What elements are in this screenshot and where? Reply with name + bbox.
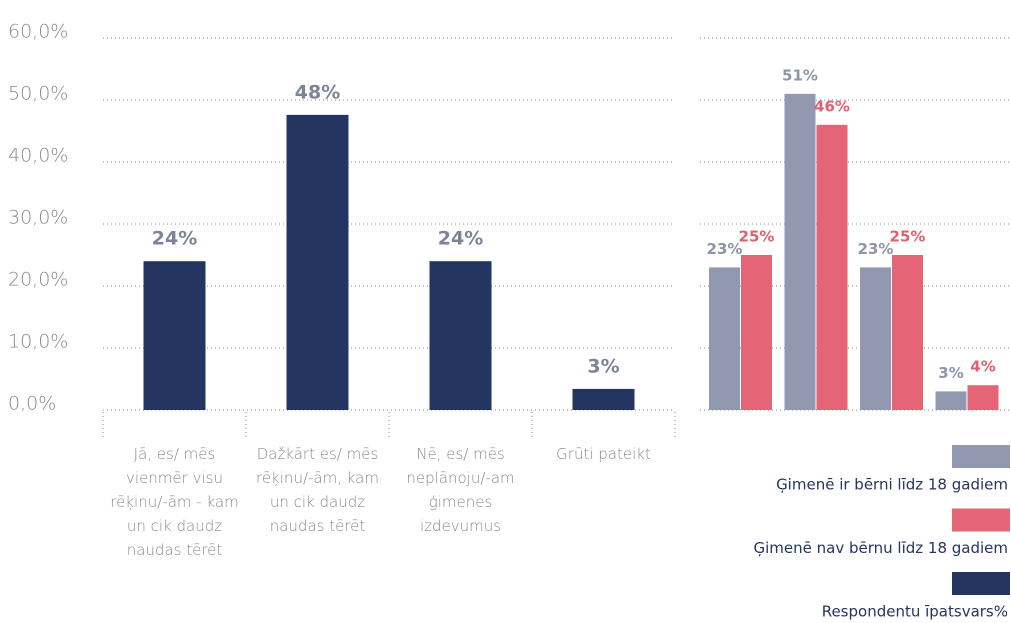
bar <box>709 267 740 410</box>
legend-swatch <box>952 508 1010 532</box>
legend-label: Ģimenē nav bērnu līdz 18 gadiem <box>753 539 1008 557</box>
bar <box>816 124 848 411</box>
data-label: 25% <box>890 228 926 246</box>
data-label: 23% <box>858 240 894 258</box>
data-label: 25% <box>739 228 775 246</box>
x-tick-label: Nē, es/ mēs neplānoju/-am ģimenes izdevu… <box>406 445 515 535</box>
data-label: 51% <box>782 66 818 84</box>
y-tick-label: 60,0% <box>8 21 68 43</box>
x-tick-label: Grūti pateikt <box>556 445 651 463</box>
y-tick-label: 20,0% <box>8 269 68 291</box>
data-label: 46% <box>814 97 850 115</box>
legend-label: Ģimenē ir bērni līdz 18 gadiem <box>776 476 1008 494</box>
y-tick-label: 30,0% <box>8 207 68 229</box>
y-tick-label: 40,0% <box>8 145 68 167</box>
data-label: 24% <box>438 228 483 250</box>
bar <box>741 255 772 410</box>
data-label: 4% <box>970 358 995 376</box>
bar <box>860 267 891 410</box>
bar <box>143 261 206 410</box>
x-tick-label: Jā, es/ mēs vienmēr visu rēķinu/-ām - ka… <box>110 445 239 559</box>
legend-label: Respondentu īpatsvars% <box>822 603 1008 621</box>
x-tick-label: Dažkārt es/ mēs rēķinu/-ām, kam un cik d… <box>256 445 379 535</box>
data-label: 24% <box>152 228 197 250</box>
data-label: 3% <box>587 355 619 377</box>
bar <box>935 391 967 410</box>
bar <box>784 93 816 411</box>
y-tick-label: 50,0% <box>8 83 68 105</box>
data-label: 48% <box>295 81 340 103</box>
legend-swatch <box>952 445 1010 468</box>
bar <box>572 388 635 410</box>
bar <box>286 114 349 410</box>
bar <box>892 255 923 410</box>
y-tick-label: 0,0% <box>8 393 56 415</box>
bar <box>967 385 999 410</box>
y-tick-label: 10,0% <box>8 331 68 353</box>
legend-swatch <box>952 572 1010 595</box>
data-label: 23% <box>707 240 743 258</box>
data-label: 3% <box>938 364 963 382</box>
bar <box>429 261 492 410</box>
